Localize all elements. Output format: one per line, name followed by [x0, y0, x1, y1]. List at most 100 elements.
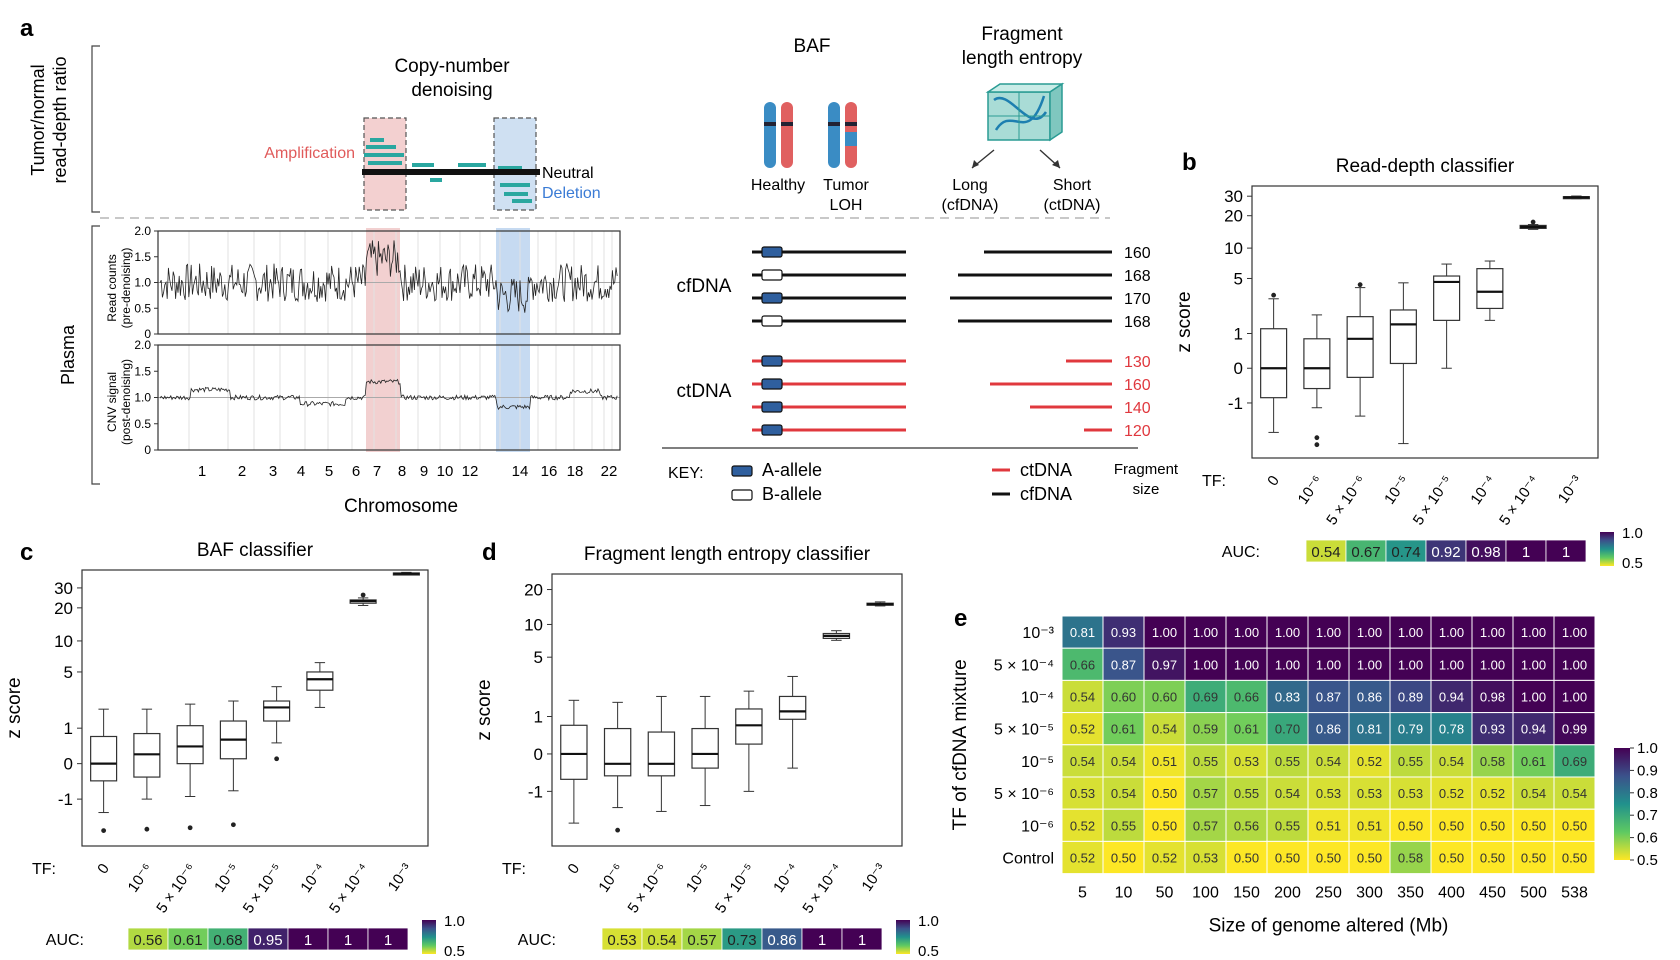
heatmap-value: 0.66: [1234, 690, 1259, 705]
auc-value: 0.54: [1311, 544, 1340, 561]
auc-value: 0.86: [767, 932, 796, 949]
ylabel-group: z score: [474, 679, 495, 740]
heatmap-value: 1.00: [1562, 625, 1587, 640]
auc-label: AUC:: [1222, 544, 1260, 561]
heatmap-value: 0.55: [1275, 754, 1300, 769]
category-tick-label: 10⁻⁶: [1295, 473, 1327, 508]
plot-frame: [1251, 185, 1599, 459]
heatmap-value: 0.93: [1480, 722, 1505, 737]
heatmap-col-label: 100: [1192, 885, 1219, 902]
fragments: 160 168 170 168 130 160 140 120: [752, 245, 1151, 440]
heatmap-value: 1.00: [1480, 657, 1505, 672]
category-tick-label: 5 × 10⁻⁵: [1410, 473, 1456, 529]
short-label-line2: (ctDNA): [1044, 197, 1101, 214]
ytick-label: 1: [534, 708, 543, 727]
ytick-label: 10: [524, 615, 543, 634]
track1-ylabel-line1: Read counts: [105, 254, 119, 321]
auc-value: 0.74: [1391, 544, 1420, 561]
cfdna-fragment-size: 168: [1124, 268, 1151, 285]
heatmap-value: 1.00: [1562, 657, 1587, 672]
heatmap-cell: [1307, 615, 1350, 649]
y-axis-label: z score: [1174, 291, 1195, 352]
ctdna-fragment-size: 140: [1124, 400, 1151, 417]
heatmap-cell: [1389, 840, 1432, 875]
auc-value: 1: [858, 932, 866, 949]
heatmap-value: 1.00: [1439, 657, 1464, 672]
colorbar-tick-label: 0.5: [1637, 852, 1658, 869]
box: [306, 671, 334, 691]
ylabel-group: z score: [4, 677, 25, 738]
ytick-label: 0: [1234, 359, 1243, 378]
ytick-label: 0.5: [134, 301, 151, 315]
heatmap-col-label: 250: [1315, 885, 1342, 902]
heatmap-value: 1.00: [1357, 657, 1382, 672]
heatmap-cell: [1348, 712, 1391, 746]
heatmap-cell: [1307, 840, 1350, 875]
chromosome-tick-label: 6: [352, 463, 360, 480]
panel-b-label: b: [1182, 149, 1197, 176]
heatmap-value: 0.79: [1398, 722, 1423, 737]
b-allele-marker: [761, 315, 783, 327]
neutral-label: Neutral: [542, 165, 594, 182]
heatmap-value: 0.59: [1193, 722, 1218, 737]
box: [691, 727, 719, 769]
heatmap-cell: [1348, 776, 1391, 810]
category-tick-label: 10⁻⁵: [1381, 473, 1413, 508]
heatmap-cell: [1061, 840, 1104, 875]
heatmap-row-label: 10⁻⁵: [1021, 754, 1054, 771]
heatmap-cell: [1389, 776, 1432, 810]
track1-ylabel-line2: (pre-denoising): [119, 248, 133, 329]
heatmap-value: 0.57: [1193, 786, 1218, 801]
category-tick-label: 5 × 10⁻⁶: [1323, 473, 1369, 529]
heatmap-value: 0.54: [1316, 754, 1341, 769]
fle-title-line2: length entropy: [962, 48, 1083, 69]
heatmap-value: 0.50: [1152, 818, 1177, 833]
heatmap-cell: [1553, 647, 1596, 681]
category-tick-label: 10⁻³: [385, 861, 416, 895]
plot-frame: [551, 573, 903, 847]
colorbar-tick-label: 1.0: [1622, 525, 1643, 542]
heatmap-value: 0.53: [1316, 786, 1341, 801]
category-tick-label: 5 × 10⁻⁴: [799, 861, 845, 917]
heatmap-cell: [1512, 808, 1555, 842]
tumor-loh-label-line2: LOH: [830, 197, 863, 214]
nucleosome-icon: [985, 82, 1065, 142]
heatmap-value: 0.51: [1357, 818, 1382, 833]
auc-value: 1: [818, 932, 826, 949]
heatmap-cell: [1430, 744, 1473, 778]
panel-c-label: c: [20, 539, 33, 566]
panel-e-label: e: [954, 605, 967, 632]
key-a-allele-label: A-allele: [762, 460, 822, 480]
cfdna-fragment-size: 160: [1124, 245, 1151, 262]
heatmap-value: 0.54: [1070, 754, 1095, 769]
chromosome-tick-label: 2: [238, 463, 246, 480]
heatmap-row-label: 10⁻⁴: [1021, 690, 1054, 707]
chromosome-tick-label: 8: [398, 463, 406, 480]
ytick-label: 2.0: [134, 224, 151, 238]
b-allele-marker: [761, 269, 783, 281]
heatmap-cell: [1512, 712, 1555, 746]
category-tick-label: 0: [564, 861, 583, 878]
ytick-label: 30: [1224, 187, 1243, 206]
category-tick-label: 5 × 10⁻⁵: [712, 861, 758, 917]
auc-colorbar: [422, 920, 436, 954]
auc-value: 0.53: [607, 932, 636, 949]
track2-ylabel-line2: (post-denoising): [119, 359, 133, 445]
heatmap-value: 1.00: [1357, 625, 1382, 640]
heatmap-col-label: 150: [1233, 885, 1260, 902]
ytick-label: 0: [534, 745, 543, 764]
category-tick-label: 5 × 10⁻⁶: [153, 861, 199, 917]
ytick-label: 0: [64, 755, 73, 774]
long-label-line1: Long: [952, 177, 988, 194]
heatmap-cell: [1553, 615, 1596, 649]
deletion-label: Deletion: [542, 185, 601, 202]
teal-segments: [364, 138, 532, 203]
heatmap-value: 0.70: [1275, 722, 1300, 737]
category-tick-label: 10⁻⁴: [297, 861, 329, 896]
heatmap-value: 1.00: [1316, 625, 1341, 640]
heatmap-value: 0.55: [1398, 754, 1423, 769]
heatmap-value: 0.50: [1357, 851, 1382, 866]
a-allele-marker: [761, 401, 783, 413]
category-tick-label: 10⁻⁵: [683, 861, 715, 896]
chromosome-tick-label: 7: [373, 463, 381, 480]
